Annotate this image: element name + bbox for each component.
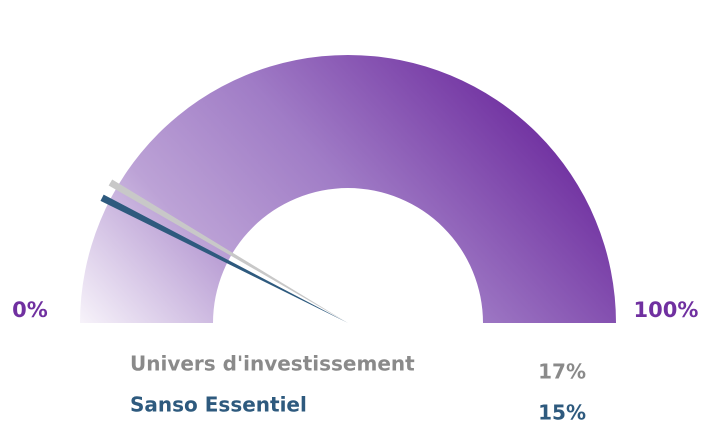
scale-label: 100% bbox=[634, 298, 699, 322]
legend-value: 15% bbox=[538, 401, 586, 423]
needle bbox=[108, 179, 348, 323]
legend-name: Sanso Essentiel bbox=[130, 393, 307, 417]
legend-value: 17% bbox=[538, 360, 586, 384]
legend-name: Univers d'investissement bbox=[130, 352, 415, 376]
needle bbox=[100, 194, 349, 323]
gauge-arc bbox=[80, 55, 616, 323]
scale-label: 0% bbox=[12, 298, 48, 322]
